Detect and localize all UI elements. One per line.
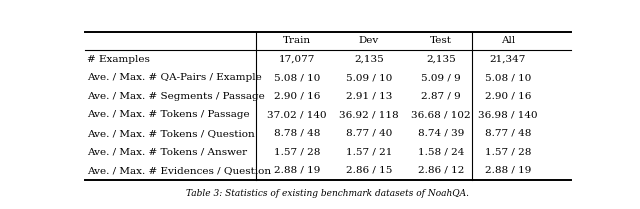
Text: 2.87 / 9: 2.87 / 9 [421,92,461,101]
Text: # Examples: # Examples [88,55,150,64]
Text: 5.09 / 9: 5.09 / 9 [421,73,461,82]
Text: 2.90 / 16: 2.90 / 16 [274,92,320,101]
Text: 36.92 / 118: 36.92 / 118 [339,110,399,119]
Text: 8.78 / 48: 8.78 / 48 [274,129,320,138]
Text: Ave. / Max. # Tokens / Question: Ave. / Max. # Tokens / Question [88,129,255,138]
Text: 1.57 / 21: 1.57 / 21 [346,147,392,156]
Text: Dev: Dev [359,36,379,45]
Text: All: All [500,36,515,45]
Text: Ave. / Max. # QA-Pairs / Example: Ave. / Max. # QA-Pairs / Example [88,73,262,82]
Text: 17,077: 17,077 [279,55,315,64]
Text: 36.98 / 140: 36.98 / 140 [478,110,538,119]
Text: Train: Train [283,36,311,45]
Text: 2.91 / 13: 2.91 / 13 [346,92,392,101]
Text: 2.88 / 19: 2.88 / 19 [274,166,320,175]
Text: 37.02 / 140: 37.02 / 140 [267,110,327,119]
Text: 8.74 / 39: 8.74 / 39 [418,129,464,138]
Text: Ave. / Max. # Evidences / Question: Ave. / Max. # Evidences / Question [88,166,271,175]
Text: 5.08 / 10: 5.08 / 10 [484,73,531,82]
Text: 2.86 / 15: 2.86 / 15 [346,166,392,175]
Text: 1.58 / 24: 1.58 / 24 [418,147,464,156]
Text: 5.08 / 10: 5.08 / 10 [274,73,320,82]
Text: 1.57 / 28: 1.57 / 28 [484,147,531,156]
Text: 8.77 / 40: 8.77 / 40 [346,129,392,138]
Text: Table 3: Statistics of existing benchmark datasets of NoahQA.: Table 3: Statistics of existing benchmar… [186,189,470,198]
Text: 2.86 / 12: 2.86 / 12 [418,166,464,175]
Text: Ave. / Max. # Tokens / Passage: Ave. / Max. # Tokens / Passage [88,110,250,119]
Text: 2.90 / 16: 2.90 / 16 [484,92,531,101]
Text: 2.88 / 19: 2.88 / 19 [484,166,531,175]
Text: 1.57 / 28: 1.57 / 28 [274,147,320,156]
Text: Test: Test [430,36,452,45]
Text: 2,135: 2,135 [354,55,384,64]
Text: 8.77 / 48: 8.77 / 48 [484,129,531,138]
Text: Ave. / Max. # Tokens / Answer: Ave. / Max. # Tokens / Answer [88,147,248,156]
Text: 5.09 / 10: 5.09 / 10 [346,73,392,82]
Text: Ave. / Max. # Segments / Passage: Ave. / Max. # Segments / Passage [88,92,265,101]
Text: 21,347: 21,347 [490,55,526,64]
Text: 36.68 / 102: 36.68 / 102 [411,110,470,119]
Text: 2,135: 2,135 [426,55,456,64]
